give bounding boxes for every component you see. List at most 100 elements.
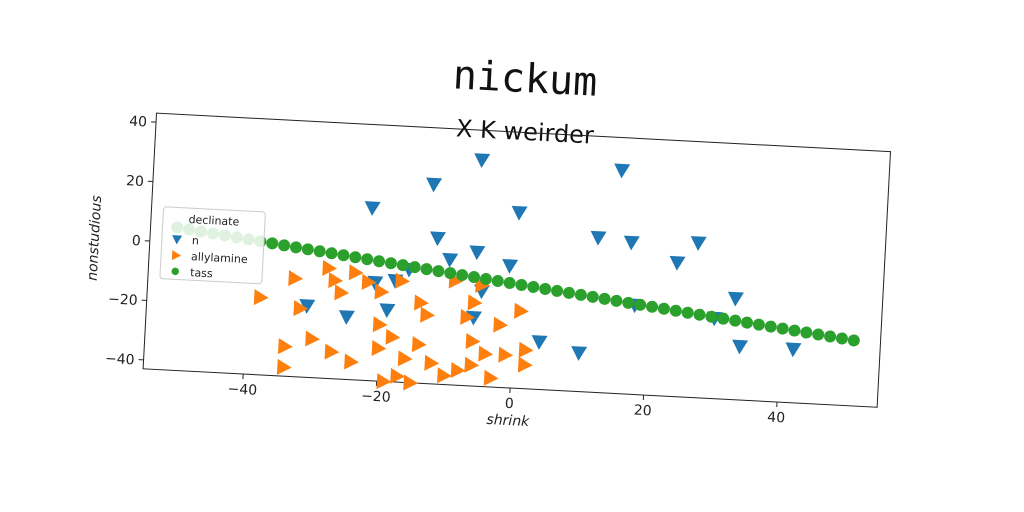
y-tick-label: 0 (131, 233, 141, 249)
point-allylamine (334, 284, 350, 301)
point-tass (479, 273, 492, 286)
point-allylamine (372, 316, 388, 333)
point-tass (622, 296, 635, 309)
point-allylamine (293, 300, 309, 317)
point-tass (729, 314, 742, 327)
point-n (590, 230, 607, 246)
point-allylamine (397, 350, 413, 367)
point-allylamine (483, 369, 499, 386)
x-tick-label: 0 (504, 396, 514, 412)
point-n (785, 342, 802, 358)
point-allylamine (414, 294, 429, 311)
y-tick-label: 20 (126, 173, 145, 190)
point-tass (539, 282, 552, 295)
point-n (426, 177, 443, 193)
point-allylamine (385, 328, 401, 345)
point-allylamine (420, 306, 435, 323)
point-n (299, 299, 316, 314)
point-n (465, 310, 482, 326)
point-n (379, 303, 396, 319)
point-tass (586, 290, 599, 303)
point-n (669, 255, 686, 271)
point-tass (384, 257, 397, 270)
point-allylamine (411, 336, 427, 353)
y-tick-label: −40 (105, 351, 135, 369)
point-tass (681, 306, 694, 319)
point-allylamine (328, 272, 344, 289)
legend-label-tass: tass (190, 266, 213, 280)
point-tass (503, 277, 516, 290)
point-tass (349, 251, 362, 264)
point-allylamine (464, 356, 480, 373)
point-tass (278, 239, 291, 252)
point-n (511, 205, 528, 221)
data-marks (171, 153, 860, 391)
axis-ticks: −40 −20 0 20 40 −40 −20 0 20 40 (105, 114, 786, 427)
point-tass (337, 249, 350, 262)
point-tass (396, 259, 409, 272)
plot-area: −40 −20 0 20 40 −40 −20 0 20 40 declinate n allyla… (85, 112, 892, 430)
point-allylamine (395, 272, 410, 289)
point-tass (705, 310, 718, 323)
point-allylamine (277, 338, 293, 355)
x-tick-label: −40 (227, 381, 257, 399)
point-allylamine (424, 354, 440, 371)
y-axis-label: nonstudious (85, 195, 105, 281)
point-n (690, 236, 707, 251)
point-tass (646, 300, 659, 313)
point-allylamine (403, 374, 419, 391)
point-tass (301, 243, 314, 256)
point-n (531, 335, 548, 350)
point-tass (562, 286, 575, 299)
legend-marker-allylamine (171, 250, 182, 261)
point-n (338, 310, 355, 325)
point-n (614, 163, 631, 179)
point-tass (788, 324, 801, 337)
x-axis-label: shrink (486, 412, 530, 430)
point-tass (824, 330, 837, 343)
point-n (442, 252, 459, 268)
point-tass (551, 284, 564, 297)
point-n (474, 153, 491, 169)
y-tick-label: −20 (108, 291, 138, 309)
point-tass (432, 265, 445, 278)
point-n (732, 339, 749, 355)
legend-marker-tass (171, 267, 180, 276)
point-allylamine (517, 356, 533, 373)
point-tass (764, 320, 777, 333)
point-tass (717, 312, 730, 325)
x-tick-label: 20 (633, 403, 652, 420)
point-tass (847, 334, 860, 347)
x-tick-label: 40 (767, 410, 786, 427)
legend-label-n: n (192, 234, 200, 247)
point-allylamine (514, 302, 529, 319)
point-allylamine (493, 316, 509, 333)
point-tass (800, 326, 813, 339)
point-tass (420, 263, 433, 276)
point-n (367, 275, 384, 291)
point-allylamine (276, 358, 292, 375)
point-tass (408, 261, 421, 274)
point-allylamine (478, 345, 494, 362)
point-allylamine (288, 270, 304, 287)
point-allylamine (475, 276, 491, 293)
point-tass (634, 298, 647, 311)
point-allylamine (376, 373, 392, 390)
point-tass (266, 237, 279, 250)
point-tass (574, 288, 587, 301)
point-tass (456, 269, 469, 282)
x-tick-label: −20 (361, 388, 391, 406)
point-n (430, 231, 446, 247)
point-allylamine (518, 341, 534, 358)
point-allylamine (322, 259, 338, 276)
point-allylamine (361, 273, 377, 290)
point-tass (313, 245, 326, 258)
chart-title: nickum (452, 52, 599, 105)
point-allylamine (498, 346, 514, 363)
point-tass (289, 241, 302, 254)
point-tass (325, 247, 338, 260)
point-allylamine (374, 283, 390, 300)
point-allylamine (450, 362, 466, 379)
